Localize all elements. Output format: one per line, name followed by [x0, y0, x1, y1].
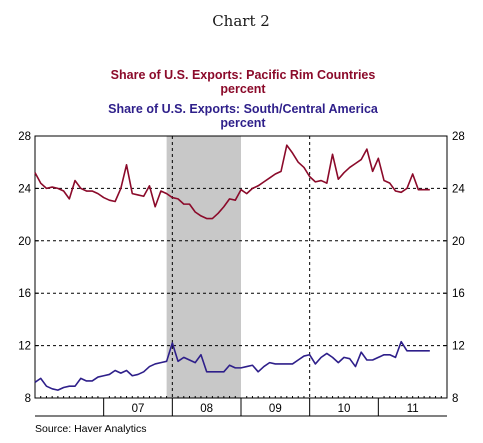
recession-shade [166, 136, 241, 398]
legend-pacific-unit: percent [220, 82, 266, 96]
y-tick-label-left: 12 [18, 341, 31, 353]
y-tick-label-right: 20 [452, 236, 465, 248]
y-tick-label-right: 24 [452, 183, 465, 195]
y-tick-label-right: 8 [452, 393, 458, 405]
y-tick-label-left: 28 [18, 131, 31, 143]
y-tick-label-left: 24 [18, 183, 31, 195]
legend-america-unit: percent [220, 116, 266, 130]
x-tick-label: 08 [200, 403, 213, 415]
x-tick-label: 09 [269, 403, 282, 415]
legend-america-name: Share of U.S. Exports: South/Central Ame… [108, 102, 379, 116]
y-tick-label-right: 12 [452, 341, 465, 353]
x-tick-label: 07 [132, 403, 145, 415]
source-note: Source: Haver Analytics [35, 423, 146, 435]
y-tick-label-left: 16 [18, 288, 31, 300]
y-tick-label-right: 28 [452, 131, 465, 143]
y-tick-label-right: 16 [452, 288, 465, 300]
legend-pacific-name: Share of U.S. Exports: Pacific Rim Count… [111, 68, 376, 82]
y-tick-label-left: 8 [25, 393, 31, 405]
x-tick-label: 11 [407, 403, 419, 415]
series-line-pacific-rim [34, 144, 430, 220]
chart-title: Chart 2 [212, 12, 270, 30]
x-tick-label: 10 [338, 403, 351, 415]
series-line-south-central-america [34, 340, 430, 391]
y-tick-label-left: 20 [18, 236, 31, 248]
